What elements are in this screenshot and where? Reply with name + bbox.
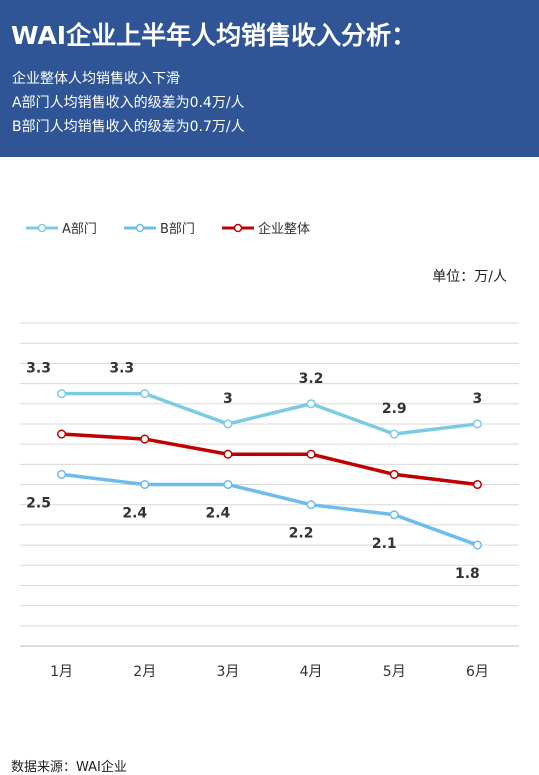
legend-marker bbox=[233, 223, 243, 233]
series-line bbox=[61, 391, 478, 436]
line-chart: 1月 2月 3月 4月 5月 6月 单位：万/人 A部门 B部门 企业整体 3.3 3.3 3 3.2 2.… bbox=[20, 221, 519, 680]
legend-marker bbox=[37, 223, 47, 233]
legend-label: A部门 bbox=[62, 222, 97, 237]
data-point bbox=[306, 449, 316, 459]
data-label: 2.9 bbox=[382, 401, 407, 417]
data-label: 2.4 bbox=[122, 506, 147, 522]
data-label: 2.2 bbox=[289, 526, 314, 542]
data-label: 3.3 bbox=[26, 361, 51, 377]
header-banner: WAI企业上半年人均销售收入分析： 企业整体人均销售收入下滑 A部门人均销售收入… bbox=[0, 0, 539, 157]
legend-label: 企业整体 bbox=[258, 221, 310, 237]
data-label: 3 bbox=[473, 391, 483, 407]
series-line bbox=[61, 432, 478, 487]
summary-line-3: B部门人均销售收入的级差为0.7万/人 bbox=[12, 119, 245, 135]
data-point bbox=[223, 419, 233, 429]
data-point bbox=[223, 449, 233, 459]
data-point bbox=[223, 479, 233, 490]
data-source: 数据来源：WAI企业 bbox=[11, 760, 127, 775]
data-point bbox=[389, 469, 399, 479]
data-point bbox=[140, 434, 150, 444]
data-point bbox=[389, 429, 399, 439]
summary-line-1: 企业整体人均销售收入下滑 bbox=[12, 71, 180, 87]
data-point bbox=[140, 479, 150, 490]
x-tick-label: 5月 bbox=[383, 664, 406, 680]
data-label: 2.5 bbox=[26, 495, 51, 511]
data-label: 3.2 bbox=[299, 371, 324, 387]
data-label: 2.4 bbox=[206, 506, 231, 522]
data-point bbox=[472, 419, 482, 429]
data-point bbox=[306, 500, 316, 510]
x-tick-label: 2月 bbox=[133, 664, 156, 680]
data-point bbox=[472, 540, 482, 550]
series-line bbox=[61, 472, 479, 547]
x-tick-label: 6月 bbox=[466, 664, 489, 680]
data-point bbox=[57, 469, 67, 479]
data-point bbox=[472, 479, 482, 490]
data-label: 3 bbox=[223, 391, 233, 407]
x-tick-label: 4月 bbox=[300, 664, 323, 680]
data-label: 1.8 bbox=[455, 566, 480, 582]
data-point bbox=[57, 389, 67, 399]
x-tick-label: 1月 bbox=[50, 664, 73, 680]
data-label: 3.3 bbox=[109, 361, 134, 377]
data-label: 2.1 bbox=[372, 536, 397, 552]
data-point bbox=[389, 510, 399, 520]
unit-label: 单位：万/人 bbox=[432, 269, 507, 285]
page-title: WAI企业上半年人均销售收入分析： bbox=[11, 21, 417, 50]
data-point bbox=[57, 429, 67, 439]
legend-marker bbox=[135, 223, 145, 233]
data-point bbox=[140, 389, 150, 399]
data-point bbox=[306, 399, 316, 409]
summary-line-2: A部门人均销售收入的级差为0.4万/人 bbox=[12, 95, 245, 111]
legend-label: B部门 bbox=[160, 222, 195, 237]
x-tick-label: 3月 bbox=[216, 664, 239, 680]
